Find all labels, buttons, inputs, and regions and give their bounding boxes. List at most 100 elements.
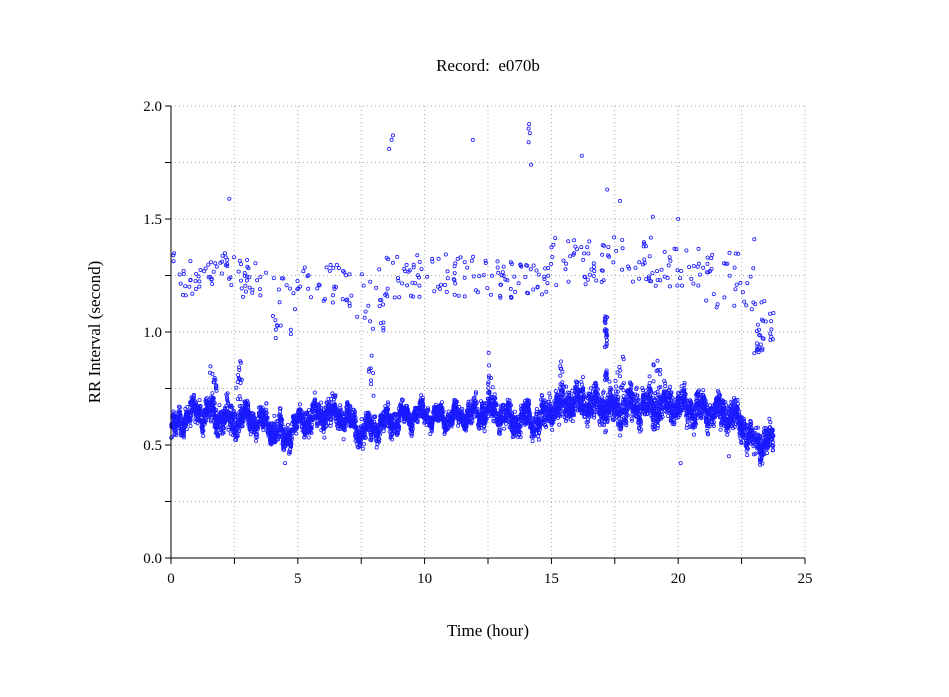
data-point [431,416,436,421]
data-point [254,438,259,443]
data-point [520,406,525,411]
data-point [228,413,233,418]
data-point [595,398,600,403]
data-point [605,395,610,400]
data-point [292,424,297,429]
data-point [315,421,320,426]
data-point [281,444,286,449]
data-point [245,400,250,405]
data-point [302,430,307,435]
data-point [353,434,358,439]
data-point [570,399,575,404]
data-point [477,418,482,423]
data-point [489,414,494,419]
data-point [233,437,238,442]
data-point [602,423,607,428]
data-point [429,424,434,429]
data-point [281,447,286,452]
data-point [387,429,392,434]
data-point [560,388,565,393]
data-point [538,419,543,424]
data-point [303,430,308,435]
data-point [486,381,491,386]
data-point [294,431,299,436]
data-point [473,402,478,407]
data-point [550,418,555,423]
data-point [176,404,181,409]
data-point [588,386,593,391]
data-point [386,402,391,407]
data-point [388,435,393,440]
data-point [395,432,400,437]
data-point [427,419,432,424]
data-point [603,413,608,418]
data-point [401,413,406,418]
data-point [545,404,550,409]
data-point [341,411,346,416]
data-point [246,403,251,408]
data-point [225,391,230,396]
data-point [330,391,335,396]
data-point [303,426,308,431]
data-point [388,433,393,438]
data-point [195,407,200,412]
data-point [410,424,415,429]
data-point [238,410,243,415]
data-point [506,402,511,407]
data-point [557,386,562,391]
data-point [539,393,544,398]
data-point [410,429,415,434]
data-point [245,404,250,409]
data-point [419,405,424,410]
data-point [607,379,612,384]
data-point [349,423,354,428]
data-point [214,407,219,412]
data-point [453,409,458,414]
data-point [525,397,530,402]
data-point [373,431,378,436]
data-point [537,422,542,427]
data-point [424,408,429,413]
data-point [328,416,333,421]
data-point [385,400,390,405]
data-point [600,405,605,410]
data-point [530,439,535,444]
data-point [505,397,510,402]
data-point [367,426,372,431]
data-point [579,395,584,400]
data-point [264,401,269,406]
data-point [395,423,400,428]
data-point [198,403,203,408]
data-point [220,424,225,429]
data-point [517,433,522,438]
data-point [547,391,552,396]
data-point [473,391,478,396]
data-point [321,424,326,429]
data-point [549,422,554,427]
data-point [212,416,217,421]
data-point [548,395,553,400]
data-point [291,417,296,422]
data-point [534,428,539,433]
data-point [189,395,194,400]
data-point [254,426,259,431]
data-point [375,441,380,446]
data-point [544,424,549,429]
data-point [528,421,533,426]
data-point [438,414,443,419]
data-point [342,427,347,432]
data-point [443,424,448,429]
data-point [406,422,411,427]
data-point [397,418,402,423]
data-point [476,413,481,418]
data-point [398,403,403,408]
data-point [578,400,583,405]
data-point [384,408,389,413]
data-point [285,427,290,432]
data-point [171,425,176,430]
data-point [208,410,213,415]
data-point [215,415,220,420]
data-point [200,426,205,431]
data-point [441,419,446,424]
data-point [432,413,437,418]
